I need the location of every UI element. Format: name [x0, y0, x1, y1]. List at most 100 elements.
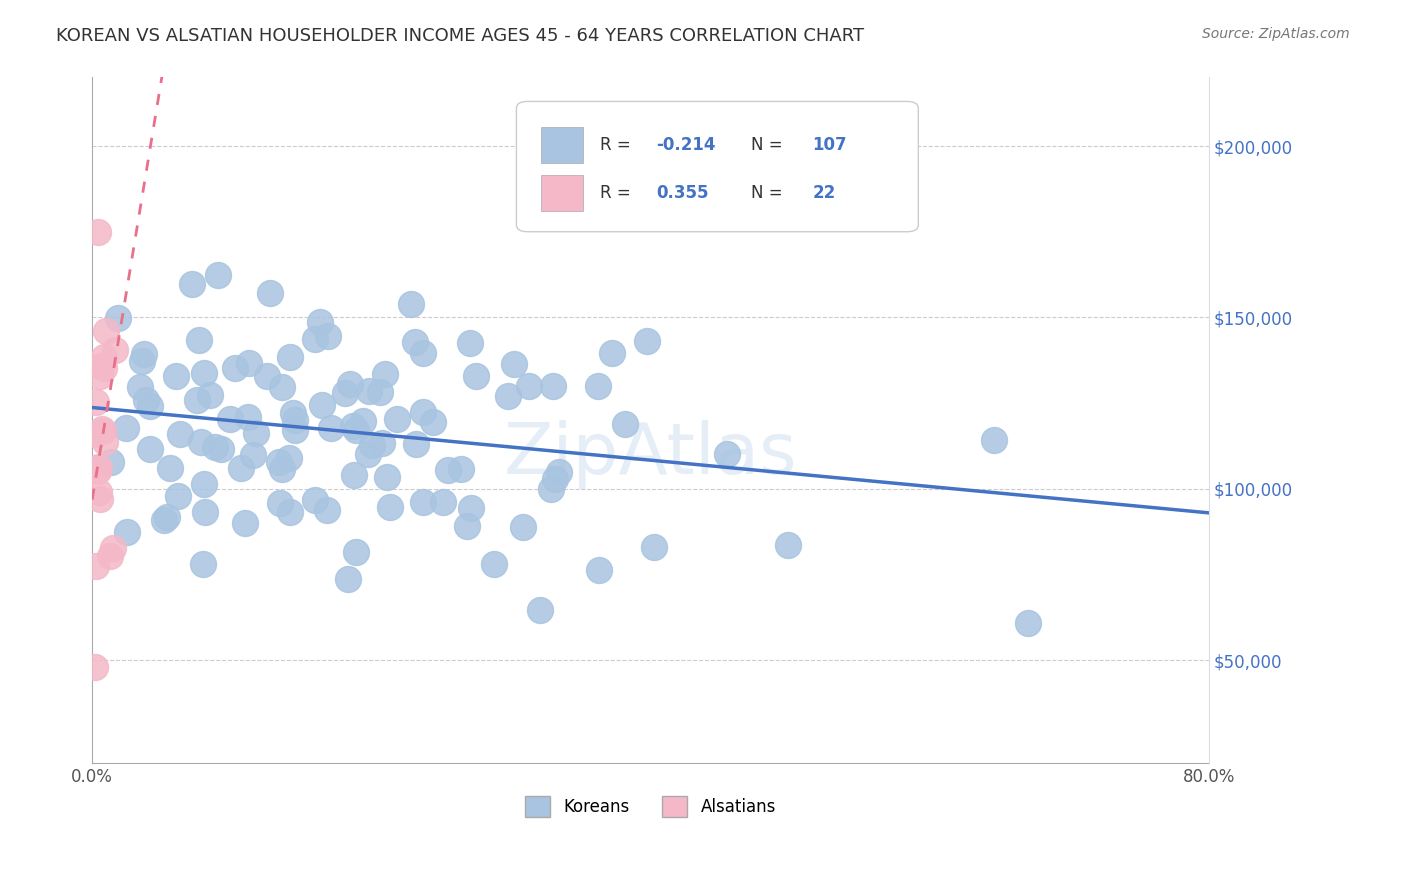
Point [412, 405, 434, 419]
Point [547, 465, 569, 479]
Point [245, 426, 267, 441]
Point [135, 393, 157, 408]
Point [304, 493, 326, 508]
Point [236, 409, 259, 424]
Point [156, 509, 179, 524]
Point [344, 423, 367, 437]
Point [385, 412, 408, 426]
Point [256, 368, 278, 383]
Point [316, 328, 339, 343]
Point [204, 440, 226, 454]
Point [207, 268, 229, 282]
Point [401, 296, 423, 310]
Point [405, 437, 427, 451]
Point [600, 346, 623, 360]
Point [422, 416, 444, 430]
Point [98, 549, 121, 564]
Point [375, 469, 398, 483]
Point [187, 333, 209, 347]
Point [343, 468, 366, 483]
Point [278, 451, 301, 466]
Point [344, 545, 367, 559]
Point [190, 435, 212, 450]
Point [84, 426, 107, 441]
Point [316, 503, 339, 517]
Point [503, 357, 526, 371]
Point [138, 400, 160, 414]
Text: R =: R = [600, 136, 636, 153]
Point [541, 379, 564, 393]
Point [540, 483, 562, 497]
Text: 0.355: 0.355 [657, 184, 709, 202]
Text: ZipAtlas: ZipAtlas [503, 420, 797, 489]
Point [278, 350, 301, 364]
Point [309, 315, 332, 329]
Point [233, 516, 256, 531]
Point [357, 384, 380, 398]
Point [198, 388, 221, 402]
Point [482, 557, 505, 571]
Point [89, 369, 111, 384]
Point [218, 412, 240, 426]
Point [778, 538, 800, 552]
Point [94, 434, 117, 449]
Point [93, 360, 115, 375]
Point [87, 461, 110, 475]
Point [96, 324, 118, 338]
Point [278, 505, 301, 519]
Point [87, 460, 110, 475]
Text: KOREAN VS ALSATIAN HOUSEHOLDER INCOME AGES 45 - 64 YEARS CORRELATION CHART: KOREAN VS ALSATIAN HOUSEHOLDER INCOME AG… [56, 27, 865, 45]
Text: Source: ZipAtlas.com: Source: ZipAtlas.com [1202, 27, 1350, 41]
Point [169, 427, 191, 442]
Point [339, 377, 361, 392]
Point [139, 442, 162, 457]
Point [1017, 615, 1039, 630]
Point [84, 558, 107, 573]
Point [311, 398, 333, 412]
Point [224, 361, 246, 376]
Point [89, 485, 111, 500]
Point [321, 420, 343, 434]
Point [333, 386, 356, 401]
Point [194, 505, 217, 519]
Point [231, 460, 253, 475]
Point [269, 496, 291, 510]
Point [983, 434, 1005, 448]
Point [84, 395, 107, 409]
Point [498, 389, 520, 403]
Point [371, 436, 394, 450]
Point [412, 495, 434, 509]
Text: 22: 22 [813, 184, 835, 202]
Point [115, 420, 138, 434]
Point [107, 311, 129, 326]
Point [191, 558, 214, 572]
Point [87, 460, 110, 475]
Point [238, 356, 260, 370]
Point [404, 335, 426, 350]
Point [360, 438, 382, 452]
Point [159, 461, 181, 475]
Point [129, 380, 152, 394]
Point [512, 520, 534, 534]
Point [271, 380, 294, 394]
Text: R =: R = [600, 184, 636, 202]
Point [153, 513, 176, 527]
Point [84, 660, 107, 674]
Point [186, 393, 208, 408]
Point [456, 519, 478, 533]
Text: N =: N = [751, 136, 787, 153]
Point [166, 489, 188, 503]
Point [267, 454, 290, 468]
Point [209, 442, 232, 457]
Point [304, 332, 326, 346]
Point [352, 414, 374, 428]
Point [165, 369, 187, 384]
Legend: Koreans, Alsatians: Koreans, Alsatians [517, 789, 783, 823]
Point [458, 335, 481, 350]
Text: -0.214: -0.214 [657, 136, 716, 153]
Point [284, 413, 307, 427]
Point [104, 343, 127, 357]
Point [336, 572, 359, 586]
Point [115, 525, 138, 540]
Point [716, 447, 738, 461]
